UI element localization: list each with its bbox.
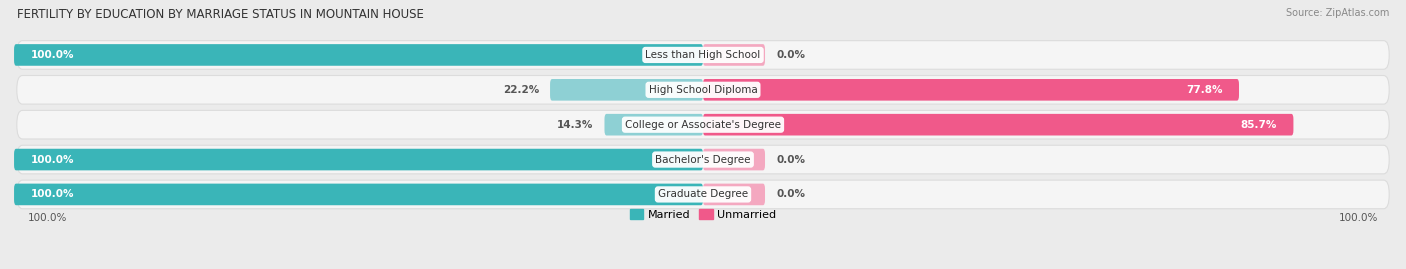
FancyBboxPatch shape	[17, 180, 1389, 209]
FancyBboxPatch shape	[17, 41, 1389, 69]
FancyBboxPatch shape	[17, 145, 1389, 174]
FancyBboxPatch shape	[17, 76, 1389, 104]
Text: 22.2%: 22.2%	[503, 85, 538, 95]
Legend: Married, Unmarried: Married, Unmarried	[626, 205, 780, 224]
Text: 0.0%: 0.0%	[776, 50, 806, 60]
FancyBboxPatch shape	[703, 149, 765, 170]
Text: High School Diploma: High School Diploma	[648, 85, 758, 95]
Text: Source: ZipAtlas.com: Source: ZipAtlas.com	[1285, 8, 1389, 18]
Text: Less than High School: Less than High School	[645, 50, 761, 60]
Text: College or Associate's Degree: College or Associate's Degree	[626, 120, 780, 130]
FancyBboxPatch shape	[703, 184, 765, 205]
FancyBboxPatch shape	[14, 44, 703, 66]
Text: FERTILITY BY EDUCATION BY MARRIAGE STATUS IN MOUNTAIN HOUSE: FERTILITY BY EDUCATION BY MARRIAGE STATU…	[17, 8, 423, 21]
Text: Bachelor's Degree: Bachelor's Degree	[655, 155, 751, 165]
FancyBboxPatch shape	[14, 149, 703, 170]
Text: 77.8%: 77.8%	[1185, 85, 1222, 95]
Text: Graduate Degree: Graduate Degree	[658, 189, 748, 199]
Text: 14.3%: 14.3%	[557, 120, 593, 130]
FancyBboxPatch shape	[703, 44, 765, 66]
Text: 0.0%: 0.0%	[776, 189, 806, 199]
FancyBboxPatch shape	[605, 114, 703, 136]
Text: 100.0%: 100.0%	[31, 50, 75, 60]
Text: 100.0%: 100.0%	[31, 189, 75, 199]
Text: 100.0%: 100.0%	[28, 213, 67, 223]
FancyBboxPatch shape	[14, 184, 703, 205]
Text: 85.7%: 85.7%	[1240, 120, 1277, 130]
Text: 100.0%: 100.0%	[31, 155, 75, 165]
FancyBboxPatch shape	[550, 79, 703, 101]
FancyBboxPatch shape	[703, 114, 1294, 136]
FancyBboxPatch shape	[703, 79, 1239, 101]
Text: 0.0%: 0.0%	[776, 155, 806, 165]
FancyBboxPatch shape	[17, 110, 1389, 139]
Text: 100.0%: 100.0%	[1339, 213, 1378, 223]
